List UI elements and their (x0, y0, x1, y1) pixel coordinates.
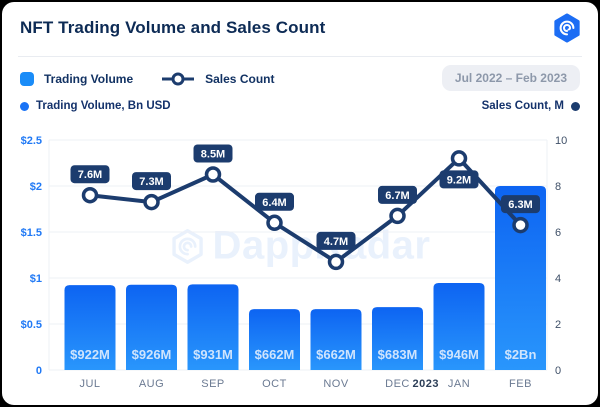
left-axis-tick: $1.5 (21, 227, 42, 239)
right-axis-tick: 10 (555, 135, 567, 147)
bar-sep[interactable] (187, 284, 239, 370)
line-value-pill (255, 192, 294, 211)
bar-nov[interactable] (310, 309, 362, 370)
right-axis-tick: 2 (555, 319, 561, 331)
header-divider (18, 56, 582, 57)
bar-value-label: $922M (70, 347, 110, 362)
bar-aug[interactable] (126, 284, 177, 370)
legend-trading-volume-label[interactable]: Trading Volume (44, 72, 134, 86)
line-value-pill (316, 231, 356, 250)
sales-count-line-icon[interactable] (161, 72, 195, 86)
bar-value-label: $683M (378, 347, 418, 362)
dappradar-logo-icon (554, 13, 580, 43)
left-axis-tick: $2.5 (21, 135, 42, 147)
legend: Trading Volume Sales Count (20, 68, 292, 90)
chart-svg: $2.5 $2 $1.5 $1 $0.5 0 10 8 6 4 2 0 $922M $926M $931M $… (21, 135, 568, 390)
sales-count-line (89, 156, 522, 264)
left-axis-tick: $1 (30, 273, 42, 285)
blue-dot-icon (20, 101, 29, 111)
bar-value-label: $946M (439, 347, 479, 362)
line-value-label: 6.7M (385, 190, 409, 202)
line-value-pill (378, 185, 417, 204)
line-value-label: 4.7M (324, 236, 348, 248)
month-label-feb: FEB (509, 378, 532, 390)
right-axis-tick: 0 (555, 365, 561, 377)
line-point-nov[interactable] (327, 253, 345, 271)
month-label-sep: SEP (201, 378, 225, 390)
bar-dec[interactable] (372, 307, 423, 370)
line-point-sep[interactable] (204, 166, 222, 183)
trading-volume-swatch-icon[interactable] (20, 72, 34, 86)
line-value-pill (501, 195, 540, 214)
bar-value-label: $662M (316, 347, 356, 362)
year-label: 2023 (413, 378, 439, 390)
line-value-label: 6.3M (508, 199, 532, 211)
line-point-dec[interactable] (389, 207, 406, 225)
line-value-pill (439, 170, 479, 189)
bar-value-label: $662M (255, 347, 295, 362)
bar-value-label: $931M (193, 347, 233, 362)
line-value-label: 7.6M (78, 169, 102, 181)
bar-jul[interactable] (64, 285, 116, 370)
right-axis-tick: 4 (555, 273, 561, 285)
line-point-jan[interactable] (450, 150, 468, 167)
left-axis-caption: Trading Volume, Bn USD (20, 100, 171, 112)
month-label-oct: OCT (262, 378, 287, 390)
line-point-oct[interactable] (266, 214, 283, 232)
line-point-jul[interactable] (81, 186, 99, 204)
month-label-jul: JUL (79, 378, 100, 390)
month-label-nov: NOV (323, 378, 349, 390)
left-axis-tick: $0.5 (21, 319, 42, 331)
line-point-feb[interactable] (512, 216, 529, 234)
watermark-hexagon-icon (172, 228, 203, 264)
month-label-dec: DEC (385, 378, 410, 390)
axis-captions: Trading Volume, Bn USD Sales Count, M (20, 98, 580, 114)
month-label-aug: AUG (139, 378, 164, 390)
legend-sales-count-label[interactable]: Sales Count (205, 72, 275, 86)
line-point-aug[interactable] (143, 193, 160, 211)
line-value-pill (70, 165, 110, 184)
bar-oct[interactable] (249, 309, 300, 370)
line-value-label: 9.2M (447, 174, 471, 186)
right-axis-tick: 6 (555, 227, 561, 239)
right-axis-caption: Sales Count, M (482, 100, 580, 112)
bar-jan[interactable] (433, 282, 485, 370)
line-value-label: 7.3M (139, 176, 163, 188)
left-axis-tick: $2 (30, 181, 42, 193)
left-axis-tick: 0 (36, 365, 42, 377)
line-value-label: 6.4M (262, 197, 286, 209)
header: NFT Trading Volume and Sales Count (2, 2, 598, 57)
bar-feb[interactable] (495, 186, 546, 370)
right-axis-tick: 8 (555, 181, 561, 193)
line-value-label: 8.5M (201, 149, 225, 161)
line-value-pill (132, 172, 171, 191)
bar-value-label: $926M (132, 347, 172, 362)
month-label-jan: JAN (448, 378, 470, 390)
page-title: NFT Trading Volume and Sales Count (20, 18, 326, 37)
period-badge: Jul 2022 – Feb 2023 (441, 65, 580, 91)
bar-value-label: $2Bn (505, 347, 537, 362)
navy-dot-icon (571, 101, 580, 111)
chart-area: DappRadar $2.5$2$1.5$1$0.501086420$922M$… (2, 118, 598, 398)
line-value-pill (193, 144, 233, 163)
